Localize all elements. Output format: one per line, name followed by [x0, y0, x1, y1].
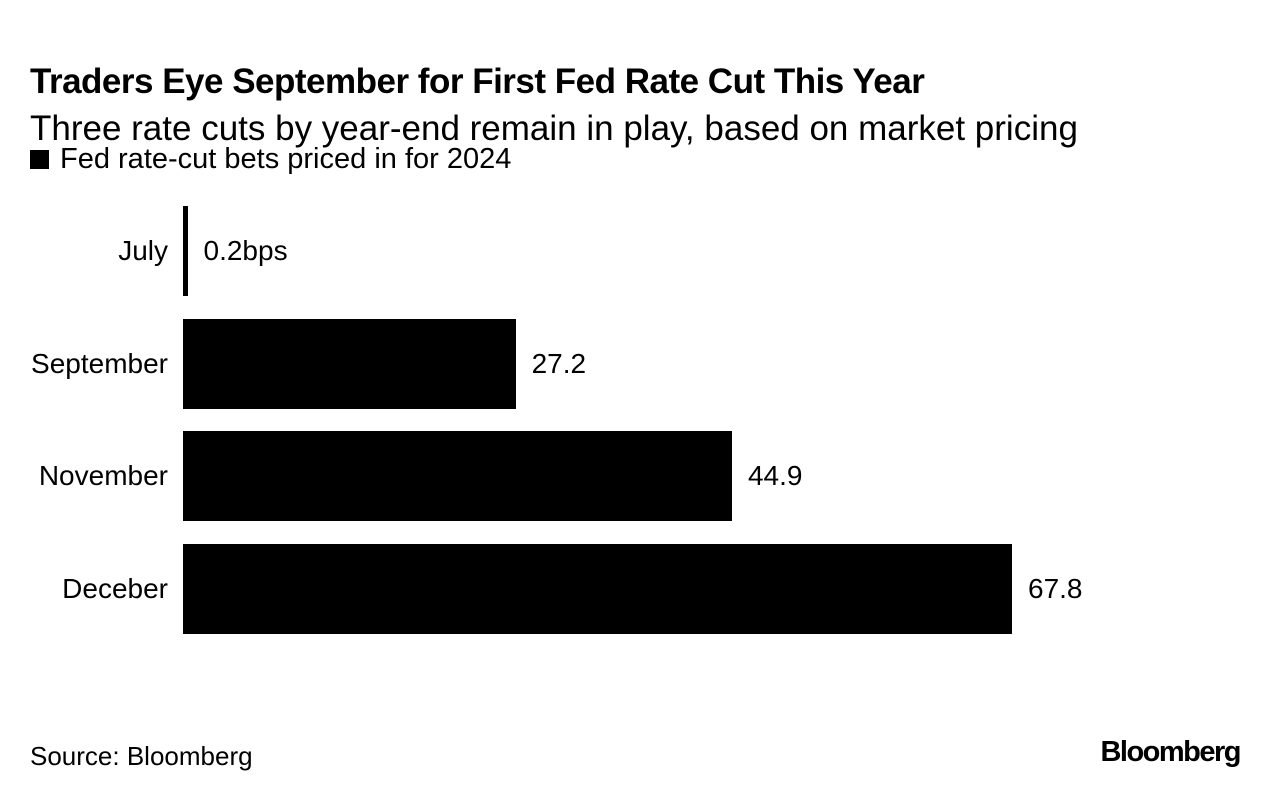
bar	[183, 206, 188, 296]
bar	[183, 319, 516, 409]
bloomberg-logo: Bloomberg	[1100, 736, 1241, 768]
chart-subtitle: Three rate cuts by year-end remain in pl…	[30, 109, 1078, 149]
bar-chart: July 0.2bps September 27.2 November 44.9 Deceb…	[0, 206, 1280, 636]
legend-label: Fed rate-cut bets priced in for 2024	[60, 143, 512, 175]
bar-row: September 27.2	[0, 319, 1280, 409]
category-label: Deceber	[62, 573, 168, 604]
category-label: November	[38, 460, 168, 491]
value-label: 0.2bps	[203, 235, 288, 266]
value-label: 27.2	[531, 348, 587, 379]
source-label: Source: Bloomberg	[30, 741, 253, 771]
bar-row: November 44.9	[0, 431, 1280, 521]
value-label: 44.9	[747, 460, 803, 491]
bar-row: Deceber 67.8	[0, 544, 1280, 634]
category-label: July	[118, 235, 168, 266]
category-label: September	[31, 348, 168, 379]
bar	[183, 544, 1012, 634]
bar-row: July 0.2bps	[0, 206, 1280, 296]
legend: Fed rate-cut bets priced in for 2024	[30, 145, 511, 174]
chart-title: Traders Eye September for First Fed Rate…	[30, 62, 925, 102]
legend-swatch-icon	[30, 150, 49, 169]
value-label: 67.8	[1028, 573, 1083, 604]
bar	[183, 431, 732, 521]
